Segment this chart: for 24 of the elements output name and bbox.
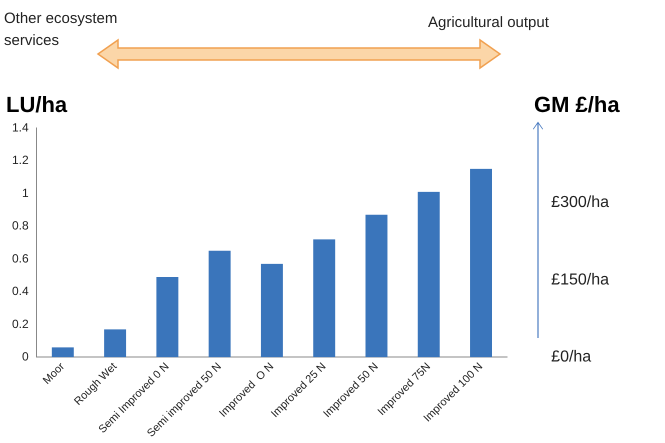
bar (208, 250, 231, 358)
bar (260, 264, 283, 358)
y-tick-label: 1.4 (12, 120, 29, 134)
y2-axis-title: GM £/ha (534, 92, 620, 118)
y2-tick-label: £300/ha (551, 194, 610, 212)
y-tick-label: 1 (22, 186, 29, 200)
bar (156, 276, 178, 358)
y-tick-label: 0.6 (12, 251, 29, 266)
bar (104, 329, 126, 358)
y2-tick-label: £0/ha (551, 348, 592, 366)
text: Other ecosystem services (4, 9, 118, 51)
bar (365, 214, 388, 358)
bar (418, 192, 440, 358)
bar (313, 239, 336, 358)
bar (470, 168, 492, 358)
y-tick-label: 0.8 (12, 218, 29, 233)
y-tick-label: 0 (22, 350, 29, 364)
text: Agricultural output (428, 14, 549, 31)
y-axis-title: LU/ha (6, 92, 68, 118)
y-tick-label: 1.2 (12, 153, 29, 168)
y2-tick-label: £150/ha (551, 271, 610, 288)
y-tick-label: 0.2 (12, 316, 29, 331)
bar (52, 347, 74, 358)
y-tick-label: 0.4 (12, 284, 29, 298)
